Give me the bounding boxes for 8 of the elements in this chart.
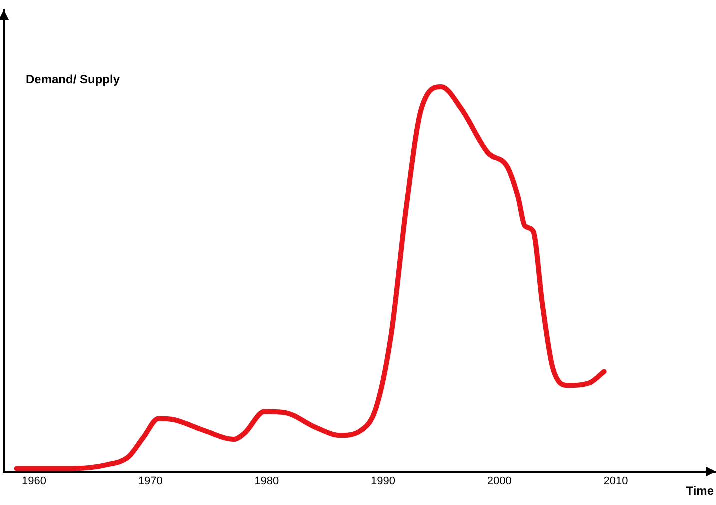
x-axis-title: Time — [686, 484, 714, 498]
y-axis-title: Demand/ Supply — [26, 72, 120, 86]
x-tick-label: 1990 — [371, 475, 396, 488]
x-tick-label: 1960 — [22, 475, 46, 488]
x-tick-label: 1980 — [254, 475, 280, 488]
x-tick-label: 2010 — [604, 475, 628, 488]
x-tick-label: 1970 — [138, 475, 163, 488]
x-tick-label: 2000 — [487, 475, 512, 488]
